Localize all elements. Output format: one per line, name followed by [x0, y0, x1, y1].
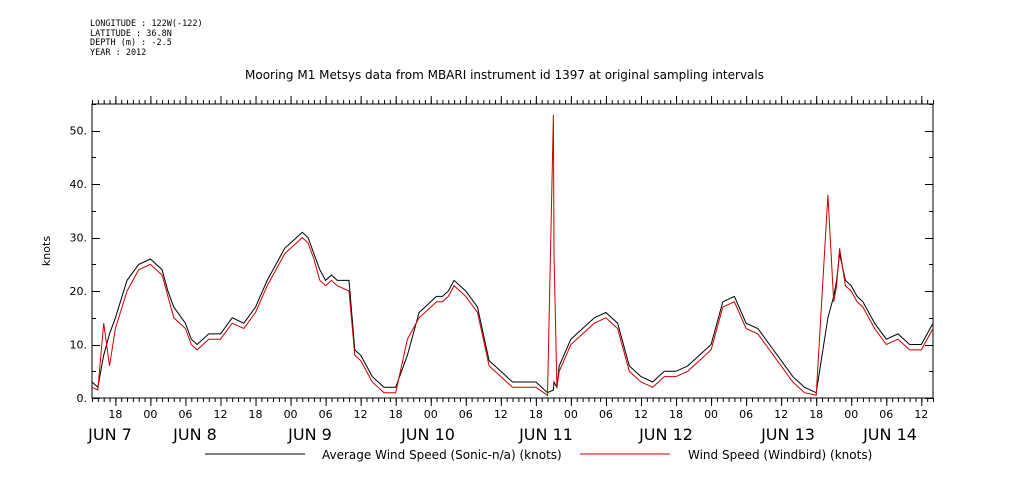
depth-text: DEPTH (m) : -2.5: [90, 38, 172, 48]
x-hour-label: 18: [809, 408, 823, 421]
year-text: YEAR : 2012: [90, 47, 147, 58]
x-hour-label: 06: [739, 408, 753, 421]
x-hour-label: 06: [879, 408, 893, 421]
legend-label: Wind Speed (Windbird) (knots): [688, 448, 872, 462]
y-tick-label: 30.: [70, 232, 88, 245]
x-axis: 18 00 06 12 18 00 06 12 18 00 06 12 18 00 06 12 18 00 06 12…: [87, 96, 928, 444]
x-hour-label: 18: [108, 408, 122, 421]
latitude-text: LATITUDE : 36.8N: [90, 28, 172, 39]
x-hour-label: 00: [284, 408, 298, 421]
x-date-label: JUN 13: [760, 425, 815, 444]
legend: Average Wind Speed (Sonic-n/a) (knots) Wi…: [205, 448, 872, 462]
y-axis-label: knots: [40, 236, 53, 266]
metadata-block: LONGITUDE : 122W(-122) LATITUDE : 36.8N …: [90, 19, 203, 58]
longitude-text: LONGITUDE : 122W(-122): [90, 19, 203, 29]
x-hour-label: 12: [213, 408, 227, 421]
x-hour-label: 12: [774, 408, 788, 421]
x-hour-label: 18: [389, 408, 403, 421]
x-hour-label: 00: [143, 408, 157, 421]
y-axis: 0. 10. 20. 30. 40. 50. knots: [40, 104, 933, 405]
x-hour-label: 12: [634, 408, 648, 421]
x-hour-label: 12: [354, 408, 368, 421]
y-tick-label: 20.: [70, 285, 88, 298]
y-tick-label: 0.: [77, 392, 88, 405]
x-hour-label: 00: [424, 408, 438, 421]
x-hour-label: 18: [529, 408, 543, 421]
series-windbird-wind-speed: [91, 114, 934, 397]
x-hour-label: 18: [669, 408, 683, 421]
legend-label: Average Wind Speed (Sonic-n/a) (knots): [322, 448, 562, 462]
x-date-label: JUN 10: [400, 425, 455, 444]
series-lines: [91, 114, 934, 397]
x-hour-label: 12: [494, 408, 508, 421]
x-hour-label: 06: [599, 408, 613, 421]
plot-frame: [91, 100, 934, 402]
x-hour-label: 06: [178, 408, 192, 421]
y-tick-label: 50.: [70, 125, 88, 138]
x-date-label: JUN 12: [638, 425, 693, 444]
x-hour-label: 00: [564, 408, 578, 421]
x-date-label: JUN 14: [862, 425, 917, 444]
x-date-label: JUN 8: [172, 425, 217, 444]
y-tick-label: 10.: [70, 339, 88, 352]
x-hour-label: 06: [319, 408, 333, 421]
x-hour-label: 18: [249, 408, 263, 421]
x-hour-label: 00: [704, 408, 718, 421]
x-hour-label: 12: [914, 408, 928, 421]
y-tick-label: 40.: [70, 178, 88, 191]
x-hour-label: 06: [459, 408, 473, 421]
x-date-label: JUN 9: [287, 425, 332, 444]
x-hour-label: 00: [844, 408, 858, 421]
chart-title: Mooring M1 Metsys data from MBARI instru…: [245, 68, 764, 82]
plot-border: [91, 103, 934, 399]
x-date-label: JUN 7: [87, 425, 132, 444]
series-average-wind-speed: [91, 231, 934, 394]
x-date-label: JUN 11: [518, 425, 573, 444]
